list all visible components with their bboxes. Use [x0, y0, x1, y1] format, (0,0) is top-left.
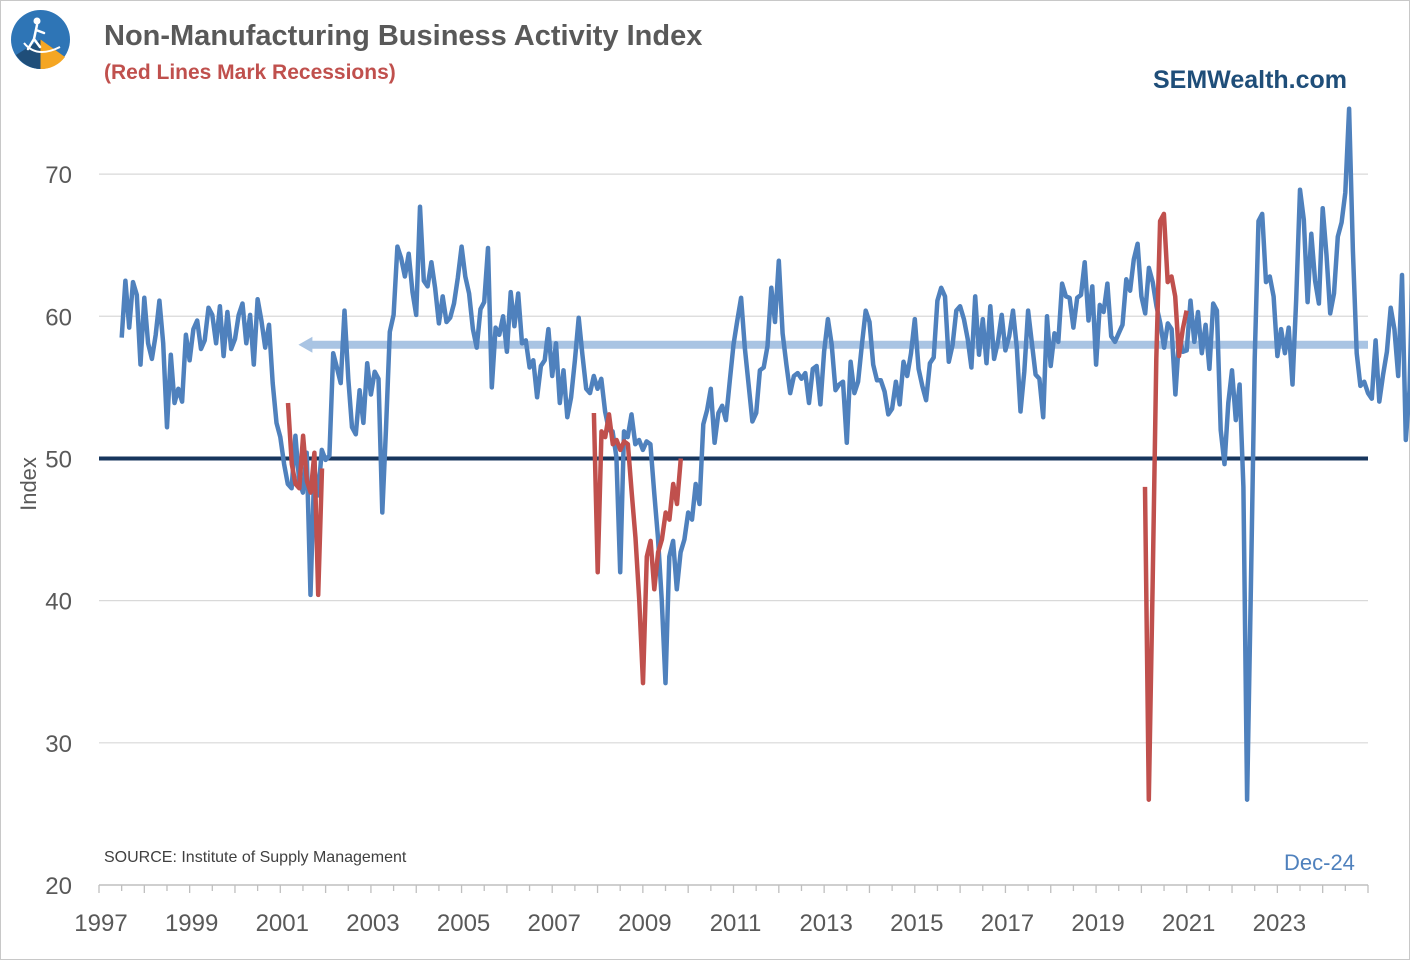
recession-segment: [591, 412, 684, 686]
source-note: SOURCE: Institute of Supply Management: [104, 849, 407, 866]
x-tick-label: 1999: [165, 910, 218, 937]
x-tick-label: 2021: [1162, 910, 1215, 937]
y-axis: 20 30 40 50 60 70 Index: [16, 162, 72, 900]
recession-segment: [1142, 211, 1189, 802]
x-tick-label: 1997: [74, 910, 127, 937]
x-tick-label: 2001: [256, 910, 309, 937]
chart-title: Non-Manufacturing Business Activity Inde…: [104, 20, 703, 52]
x-tick-label: 2007: [528, 910, 581, 937]
series-line-index: [119, 106, 1410, 802]
y-tick-label: 50: [45, 446, 72, 473]
x-tick-label: 2023: [1253, 910, 1306, 937]
y-tick-label: 60: [45, 304, 72, 331]
y-tick-label: 40: [45, 589, 72, 616]
x-tick-label: 2019: [1071, 910, 1124, 937]
x-tick-label: 2013: [799, 910, 852, 937]
date-label: Dec-24: [1284, 850, 1355, 875]
semwealth-logo: [11, 10, 70, 70]
x-axis: 1997 1999 2001 2003 2005 2007 2009 2011 2013 2015…: [74, 884, 1369, 937]
recession-segment: [285, 402, 325, 598]
x-tick-label: 2005: [437, 910, 490, 937]
average-arrow: [298, 336, 1368, 353]
x-tick-label: 2015: [890, 910, 943, 937]
average-arrow-head: [298, 336, 313, 353]
y-tick-label: 20: [45, 873, 72, 900]
y-axis-title: Index: [16, 457, 41, 511]
chart-subtitle: (Red Lines Mark Recessions): [104, 61, 396, 84]
x-tick-label: 2011: [710, 910, 762, 937]
x-tick-label: 2009: [618, 910, 671, 937]
y-tick-label: 70: [45, 162, 72, 189]
x-tick-label: 2003: [346, 910, 399, 937]
series-layer: [119, 106, 1410, 802]
y-tick-label: 30: [45, 731, 72, 758]
x-tick-label: 2017: [981, 910, 1034, 937]
brand-label: SEMWealth.com: [1153, 66, 1348, 94]
